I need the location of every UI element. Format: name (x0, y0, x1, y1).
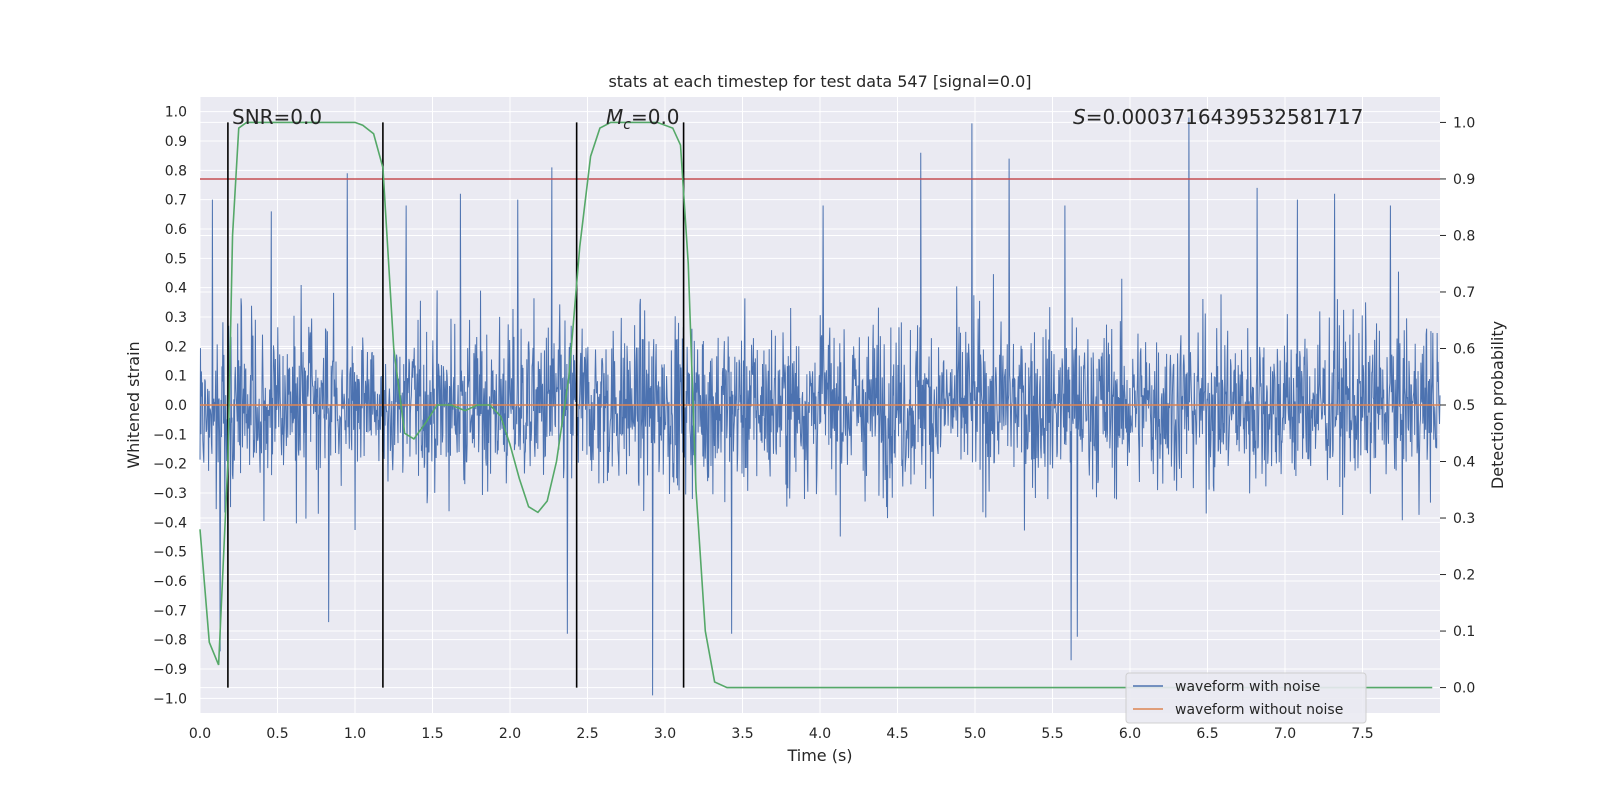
s-value: =0.0003716439532581717 (1086, 105, 1364, 129)
y-left-tick-label: 0.6 (165, 222, 187, 238)
x-axis: 0.0 0.5 1.0 1.5 2.0 2.5 3.0 3.5 4.0 4.5 5.0 5.5 6.0 6… (189, 726, 1374, 742)
y-right-tick-label: 0.7 (1453, 285, 1475, 301)
x-tick-label: 5.0 (964, 726, 986, 742)
y-left-tick-label: 0.1 (165, 369, 187, 385)
y-left-tick-label: 1.0 (165, 105, 187, 121)
y-left-tick-label: 0.0 (165, 398, 187, 414)
x-tick-label: 7.0 (1274, 726, 1296, 742)
y-axis-left-label: Whitened strain (124, 341, 143, 468)
s-symbol: S (1073, 105, 1086, 129)
y-left-tick-label: 0.8 (165, 163, 187, 179)
y-left-tick-label: −1.0 (153, 691, 187, 707)
snr-annotation: SNR=0.0 (232, 105, 322, 129)
y-right-tick-label: 0.9 (1453, 172, 1475, 188)
y-right-tick-label: 0.6 (1453, 341, 1475, 357)
x-tick-label: 1.0 (344, 726, 366, 742)
chart-title: stats at each timestep for test data 547… (608, 72, 1031, 91)
y-left-tick-label: 0.7 (165, 193, 187, 209)
y-left-tick-label: −0.2 (153, 457, 187, 473)
vertical-markers (227, 122, 685, 688)
s-annotation: S=0.0003716439532581717 (1073, 105, 1363, 129)
mc-value: =0.0 (631, 105, 680, 129)
x-tick-label: 5.5 (1041, 726, 1063, 742)
y-right-tick-label: 0.0 (1453, 681, 1475, 697)
x-tick-label: 6.5 (1196, 726, 1218, 742)
x-tick-label: 2.0 (499, 726, 521, 742)
y-right-tick-label: 0.4 (1453, 455, 1475, 471)
legend-label-noise: waveform with noise (1175, 679, 1320, 695)
y-left-tick-label: 0.4 (165, 281, 187, 297)
y-left-tick-label: −0.8 (153, 633, 187, 649)
y-left-tick-label: −0.4 (153, 515, 187, 531)
y-left-tick-label: −0.5 (153, 545, 187, 561)
waveform-with-noise-line (199, 117, 1441, 696)
y-right-tick-label: 0.3 (1453, 511, 1475, 527)
legend: waveform with noise waveform without noi… (1125, 672, 1367, 724)
y-left-tick-label: 0.5 (165, 251, 187, 267)
mc-symbol: M (606, 105, 623, 129)
x-tick-label: 3.0 (654, 726, 676, 742)
y-axis-right: 1.0 0.9 0.8 0.7 0.6 0.5 0.4 0.3 0.2 0.1 0.0 (1440, 115, 1475, 697)
x-tick-label: 4.5 (886, 726, 908, 742)
x-tick-label: 0.5 (266, 726, 288, 742)
x-tick-label: 4.0 (809, 726, 831, 742)
y-left-tick-label: 0.3 (165, 310, 187, 326)
y-left-tick-label: −0.7 (153, 603, 187, 619)
y-right-tick-label: 0.1 (1453, 624, 1475, 640)
y-axis-right-label: Detection probability (1488, 321, 1507, 489)
y-right-tick-label: 1.0 (1453, 115, 1475, 131)
x-tick-label: 6.0 (1119, 726, 1141, 742)
y-axis-left: 1.0 0.9 0.8 0.7 0.6 0.5 0.4 0.3 0.2 0.1 0.0 −0.1 −0.… (153, 105, 187, 708)
detection-probability-line (199, 121, 1433, 689)
legend-label-clean: waveform without noise (1175, 702, 1343, 718)
y-left-tick-label: 0.9 (165, 134, 187, 150)
x-tick-label: 1.5 (421, 726, 443, 742)
y-left-tick-label: −0.1 (153, 427, 187, 443)
mc-subscript: c (623, 117, 631, 133)
x-tick-label: 2.5 (576, 726, 598, 742)
mc-annotation: Mc=0.0 (606, 105, 680, 133)
y-left-tick-label: −0.9 (153, 662, 187, 678)
y-right-tick-label: 0.5 (1453, 398, 1475, 414)
series-waveform-with-noise (199, 117, 1441, 696)
x-tick-label: 7.5 (1351, 726, 1373, 742)
x-tick-label: 3.5 (731, 726, 753, 742)
x-tick-label: 0.0 (189, 726, 211, 742)
y-left-tick-label: 0.2 (165, 339, 187, 355)
x-axis-label: Time (s) (786, 746, 852, 765)
y-right-tick-label: 0.2 (1453, 568, 1475, 584)
y-left-tick-label: −0.6 (153, 574, 187, 590)
legend-box (1125, 672, 1367, 724)
y-right-tick-label: 0.8 (1453, 228, 1475, 244)
series-detection-probability (199, 121, 1433, 689)
y-left-tick-label: −0.3 (153, 486, 187, 502)
